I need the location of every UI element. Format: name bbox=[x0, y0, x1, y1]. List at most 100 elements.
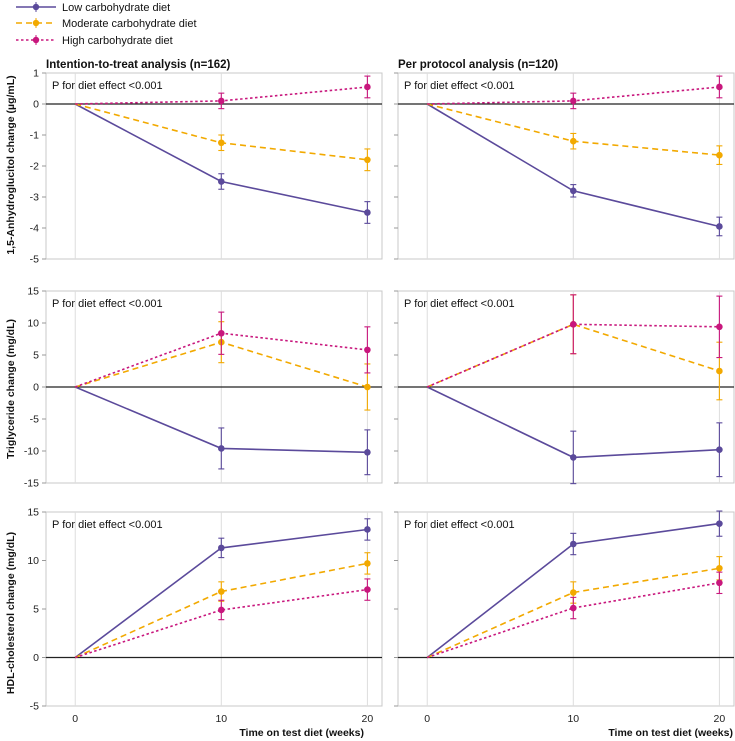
data-point-high bbox=[218, 329, 225, 337]
y-tick-label: 15 bbox=[27, 286, 39, 298]
x-axis-label-left: Time on test diet (weeks) bbox=[239, 727, 364, 739]
legend-label-low: Low carbohydrate diet bbox=[62, 2, 170, 14]
column-title-pp: Per protocol analysis (n=120) bbox=[398, 59, 558, 71]
data-point-moderate bbox=[364, 156, 371, 164]
data-point-moderate bbox=[570, 137, 577, 145]
panel-0-0: -5 -4 -3 -2 -1 0 1 P for diet effect <0.001 bbox=[30, 68, 383, 266]
legend-item-moderate: Moderate carbohydrate diet bbox=[16, 18, 197, 30]
data-point-low bbox=[570, 540, 577, 548]
series-line-high bbox=[74, 588, 368, 659]
column-title-itt: Intention-to-treat analysis (n=162) bbox=[46, 59, 231, 71]
y-tick-label: -1 bbox=[30, 130, 39, 142]
series-moderate bbox=[74, 552, 371, 659]
data-point-low bbox=[218, 178, 225, 185]
y-tick-label: 15 bbox=[27, 507, 39, 519]
series-moderate bbox=[427, 103, 723, 165]
data-point-high bbox=[716, 323, 723, 331]
series-high bbox=[74, 578, 371, 659]
data-point-low bbox=[364, 209, 371, 216]
series-line-moderate bbox=[426, 323, 720, 388]
y-tick-label: 5 bbox=[33, 604, 39, 616]
x-tick-label: 0 bbox=[424, 713, 430, 725]
series-moderate bbox=[426, 294, 723, 401]
series-line-high bbox=[426, 323, 720, 388]
data-point-high bbox=[570, 604, 577, 612]
x-axis-label-right: Time on test diet (weeks) bbox=[608, 727, 733, 739]
y-tick-label: 5 bbox=[33, 350, 39, 362]
data-point-high bbox=[364, 83, 371, 91]
y-tick-label: -5 bbox=[30, 701, 39, 713]
series-moderate bbox=[74, 103, 371, 172]
p-value-annotation: P for diet effect <0.001 bbox=[52, 519, 163, 531]
y-tick-label: -3 bbox=[30, 192, 39, 204]
series-low bbox=[74, 518, 371, 659]
y-axis-label-anhydroglucitol: 1,5-Anhydroglucitol change (µg/mL) bbox=[5, 75, 17, 254]
data-point-moderate bbox=[364, 383, 371, 391]
data-point-high bbox=[716, 83, 723, 91]
y-tick-label: 10 bbox=[27, 555, 39, 567]
legend-item-high: High carbohydrate diet bbox=[16, 35, 173, 47]
p-value-annotation: P for diet effect <0.001 bbox=[404, 298, 515, 310]
p-value-annotation: P for diet effect <0.001 bbox=[404, 80, 515, 92]
data-point-low bbox=[364, 526, 371, 533]
legend-label-moderate: Moderate carbohydrate diet bbox=[62, 18, 197, 30]
series-high bbox=[426, 294, 723, 388]
legend: Low carbohydrate diet Moderate carbohydr… bbox=[16, 2, 197, 47]
data-point-moderate bbox=[570, 589, 577, 596]
series-low bbox=[74, 103, 371, 224]
series-high bbox=[427, 75, 723, 110]
data-point-moderate bbox=[716, 151, 723, 159]
x-tick-label: 20 bbox=[714, 713, 726, 725]
y-tick-label: 0 bbox=[33, 652, 39, 664]
y-tick-label: -15 bbox=[24, 478, 39, 490]
p-value-annotation: P for diet effect <0.001 bbox=[52, 298, 163, 310]
panel-frame bbox=[45, 72, 383, 260]
panel-2-0: -5 0 5 10 15 0 10 20 P for diet effect <0.001 bbox=[27, 507, 383, 725]
data-point-high bbox=[716, 579, 723, 587]
data-point-high bbox=[364, 346, 371, 354]
data-point-high bbox=[218, 606, 225, 614]
data-point-moderate bbox=[716, 564, 723, 572]
series-low bbox=[426, 103, 723, 237]
x-tick-label: 20 bbox=[362, 713, 374, 725]
panel-1-1: P for diet effect <0.001 bbox=[394, 290, 735, 485]
data-point-high bbox=[218, 97, 225, 105]
panel-0-1: P for diet effect <0.001 bbox=[394, 72, 735, 260]
x-tick-label: 0 bbox=[72, 713, 78, 725]
y-tick-label: 0 bbox=[33, 99, 39, 111]
panel-1-0: -15 -10 -5 0 5 10 15 P for diet effect <0.001 bbox=[24, 286, 383, 490]
data-point-moderate bbox=[716, 367, 723, 375]
data-point-low bbox=[570, 454, 577, 461]
series-high bbox=[426, 571, 723, 659]
series-high bbox=[75, 75, 371, 110]
y-tick-label: -5 bbox=[30, 254, 39, 266]
data-point-low bbox=[716, 520, 723, 527]
series-high bbox=[74, 311, 371, 388]
data-point-low bbox=[218, 544, 225, 552]
data-point-high bbox=[570, 320, 577, 328]
data-point-high bbox=[364, 586, 371, 593]
y-tick-label: -10 bbox=[24, 446, 39, 458]
series-low bbox=[426, 386, 723, 485]
y-tick-label: -4 bbox=[30, 223, 39, 235]
p-value-annotation: P for diet effect <0.001 bbox=[52, 80, 163, 92]
data-point-low bbox=[716, 223, 723, 230]
panel-frame bbox=[45, 511, 383, 707]
data-point-low bbox=[570, 187, 577, 195]
panel-frame bbox=[397, 72, 735, 260]
data-point-high bbox=[570, 97, 577, 105]
x-tick-label: 10 bbox=[215, 713, 227, 725]
y-tick-label: -5 bbox=[30, 414, 39, 426]
y-axis-label-triglyceride: Triglyceride change (mg/dL) bbox=[5, 319, 17, 459]
series-line-moderate bbox=[426, 567, 720, 659]
y-tick-label: 0 bbox=[33, 382, 39, 394]
series-line-high bbox=[426, 582, 720, 659]
data-point-moderate bbox=[218, 139, 225, 147]
y-tick-label: 1 bbox=[33, 68, 39, 80]
panel-frame bbox=[397, 511, 735, 707]
legend-item-low: Low carbohydrate diet bbox=[16, 2, 170, 14]
data-point-low bbox=[364, 448, 371, 456]
x-tick-label: 10 bbox=[567, 713, 579, 725]
